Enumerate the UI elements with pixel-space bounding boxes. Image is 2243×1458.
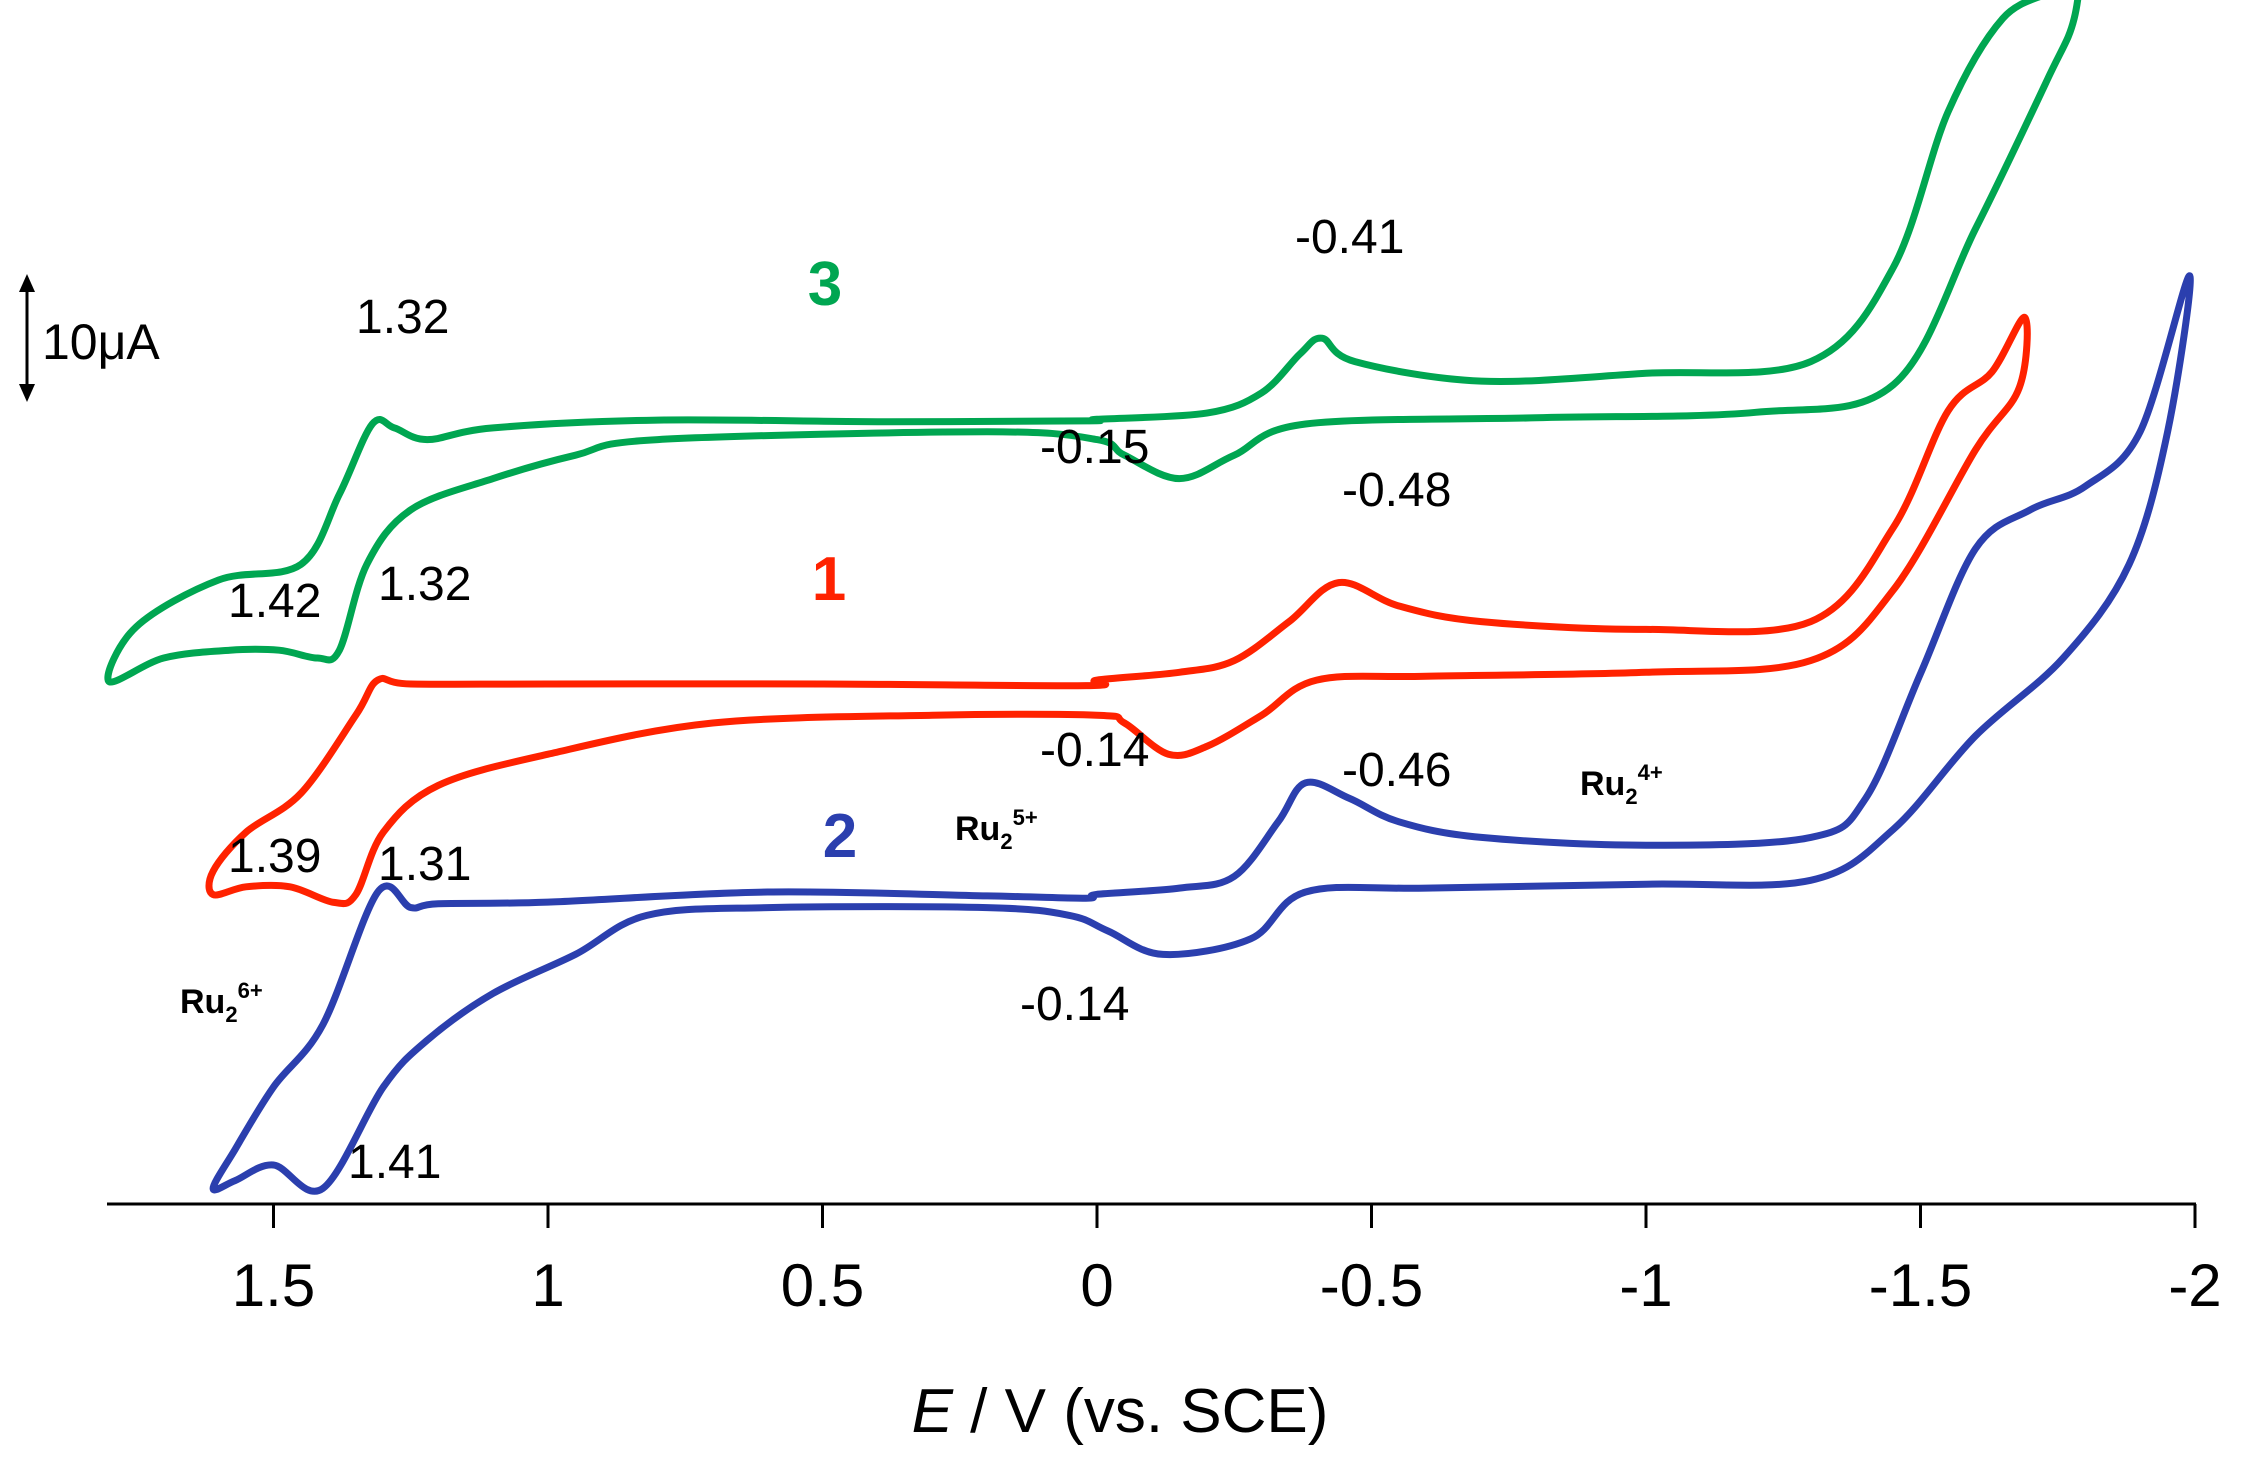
- scale-bar: 10μA: [19, 274, 160, 402]
- x-tick-label: -2: [2168, 1252, 2221, 1319]
- x-tick-label: -1: [1619, 1252, 1672, 1319]
- x-tick-label: -0.5: [1320, 1252, 1423, 1319]
- peak-label: -0.14: [1040, 724, 1149, 777]
- cv-curve-1: [205, 313, 2031, 908]
- x-tick-label: 1: [531, 1252, 564, 1319]
- x-axis-label: E / V (vs. SCE): [912, 1377, 1329, 1446]
- peak-label: 1.32: [356, 291, 449, 344]
- peak-label: -0.46: [1342, 744, 1451, 797]
- peak-label: -0.14: [1020, 978, 1129, 1031]
- peak-label: -0.15: [1040, 421, 1149, 474]
- curves: [104, 0, 2194, 1195]
- series-label-2: 2: [823, 802, 857, 871]
- species-label-ru2-5plus: Ru25+: [955, 805, 1038, 854]
- peak-label: 1.42: [228, 575, 321, 628]
- peak-label: 1.32: [378, 558, 471, 611]
- peak-label: -0.48: [1342, 464, 1451, 517]
- peak-label: 1.41: [348, 1136, 441, 1189]
- x-tick-label: -1.5: [1869, 1252, 1972, 1319]
- x-tick-label: 0: [1080, 1252, 1113, 1319]
- species-label-ru2-6plus: Ru26+: [180, 978, 263, 1027]
- peak-label: -0.41: [1295, 211, 1404, 264]
- x-tick-label: 0.5: [781, 1252, 864, 1319]
- cv-curve-2: [209, 272, 2194, 1195]
- x-axis-ticks: 1.5 1 0.5 0 -0.5 -1 -1.5 -2: [232, 1204, 2222, 1319]
- peak-label: 1.31: [378, 838, 471, 891]
- cv-curve-3: [104, 0, 2082, 686]
- scale-bar-label: 10μA: [42, 314, 160, 370]
- series-label-3: 3: [808, 250, 842, 319]
- series-label-1: 1: [812, 545, 846, 614]
- species-label-ru2-4plus: Ru24+: [1580, 760, 1663, 809]
- peak-label: 1.39: [228, 830, 321, 883]
- x-tick-label: 1.5: [232, 1252, 315, 1319]
